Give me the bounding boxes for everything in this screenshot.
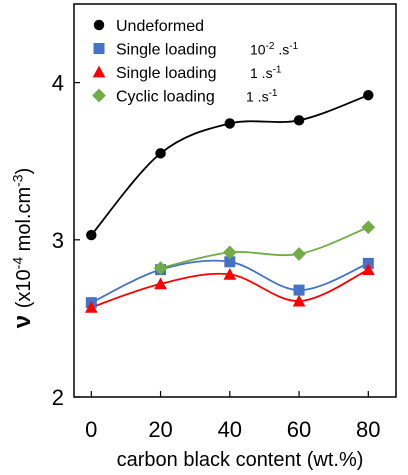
x-tick-label: 60	[287, 417, 311, 442]
legend-unit: 10-2 .s-1	[250, 41, 299, 57]
legend-unit: 1 .s-1	[246, 88, 278, 104]
data-point-triangle	[292, 294, 306, 307]
x-tick-label: 80	[356, 417, 380, 442]
x-axis-title: carbon black content (wt.%)	[117, 449, 364, 471]
axis-ticks: 0 20 40 60 80 2 3 4	[52, 71, 381, 442]
data-point-circle	[293, 115, 305, 126]
data-point-square	[224, 256, 236, 268]
legend-marker-diamond	[92, 88, 106, 103]
data-point-circle	[224, 118, 236, 129]
legend-label: Single loading	[116, 42, 217, 59]
data-point-triangle	[154, 277, 167, 290]
data-point-square	[293, 284, 305, 296]
data-point-diamond	[292, 247, 306, 261]
y-tick-label: 2	[52, 385, 64, 410]
legend-label: Cyclic loading	[116, 89, 215, 106]
y-tick-label: 4	[52, 71, 64, 96]
data-point-triangle	[361, 263, 375, 276]
data-markers	[84, 89, 376, 313]
data-point-diamond	[222, 245, 237, 260]
data-point-triangle	[223, 268, 237, 280]
x-tick-label: 40	[218, 417, 242, 442]
y-tick-label: 3	[52, 228, 64, 253]
legend-marker-circle	[93, 19, 105, 31]
y-axis-title: ν (x10-4 mol.cm-3)	[9, 168, 36, 329]
legend: Undeformed Single loading 10-2 .s-1 Single …	[92, 18, 299, 106]
legend-marker-triangle	[92, 65, 106, 78]
legend-label: Undeformed	[116, 18, 204, 35]
data-point-diamond	[361, 220, 376, 235]
x-tick-label: 0	[85, 417, 97, 442]
legend-label: Single loading	[116, 65, 217, 82]
data-point-triangle	[84, 301, 98, 313]
legend-unit: 1 .s-1	[250, 65, 282, 81]
data-point-circle	[363, 89, 374, 101]
series-curve-3	[160, 226, 369, 269]
x-tick-label: 20	[148, 417, 172, 442]
data-point-circle	[155, 148, 166, 159]
data-point-circle	[86, 229, 97, 241]
plot-frame	[73, 3, 397, 398]
legend-marker-square	[93, 43, 105, 54]
data-point-diamond	[153, 261, 168, 275]
